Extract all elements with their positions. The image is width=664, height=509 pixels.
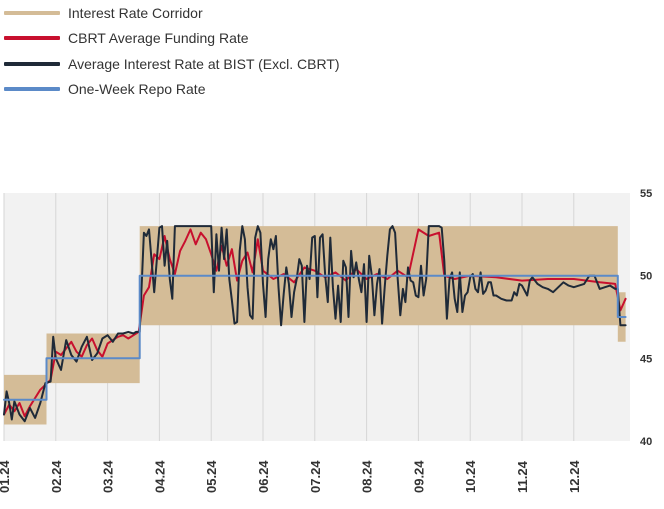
y-tick-label: 45: [640, 353, 652, 365]
legend-item-cbrt-funding: CBRT Average Funding Rate: [4, 26, 340, 52]
x-tick-label: 10.24: [463, 460, 478, 493]
legend-item-corridor: Interest Rate Corridor: [4, 0, 340, 26]
x-tick-label: 01.24: [0, 460, 12, 493]
legend-label-corridor: Interest Rate Corridor: [68, 4, 203, 21]
legend-swatch-corridor: [4, 10, 60, 15]
x-tick-label: 03.24: [101, 460, 116, 493]
y-tick-label: 55: [640, 188, 652, 200]
line-cbrt-funding: [3, 228, 627, 418]
legend-swatch-repo-rate: [4, 87, 60, 92]
x-tick-label: 02.24: [49, 460, 64, 493]
x-tick-label: 04.24: [152, 460, 167, 493]
series-lines: [3, 225, 627, 423]
legend-swatch-cbrt-funding: [4, 36, 60, 41]
y-axis: 40 45 50 55: [640, 188, 652, 448]
line-repo-rate: [3, 274, 627, 401]
x-tick-label: 07.24: [308, 460, 323, 493]
x-tick-label: 08.24: [360, 460, 375, 493]
y-tick-label: 40: [640, 436, 652, 448]
legend-label-bist-average: Average Interest Rate at BIST (Excl. CBR…: [68, 55, 340, 72]
x-tick-label: 12.24: [567, 460, 582, 493]
x-axis: 01.24 02.24 03.24 04.24 05.24 06.24 07.24 08.24…: [0, 460, 582, 493]
y-tick-label: 50: [640, 271, 652, 283]
x-tick-label: 05.24: [204, 460, 219, 493]
x-tick-label: 11.24: [515, 460, 530, 493]
legend-item-bist-average: Average Interest Rate at BIST (Excl. CBR…: [4, 51, 340, 77]
legend-item-repo-rate: One-Week Repo Rate: [4, 77, 340, 103]
x-tick-label: 06.24: [256, 460, 271, 493]
x-tick-label: 09.24: [411, 460, 426, 493]
line-bist-average: [3, 225, 627, 423]
legend-swatch-bist-average: [4, 61, 60, 66]
legend-label-cbrt-funding: CBRT Average Funding Rate: [68, 30, 249, 47]
legend-label-repo-rate: One-Week Repo Rate: [68, 81, 206, 98]
legend: Interest Rate Corridor CBRT Average Fund…: [4, 0, 340, 102]
